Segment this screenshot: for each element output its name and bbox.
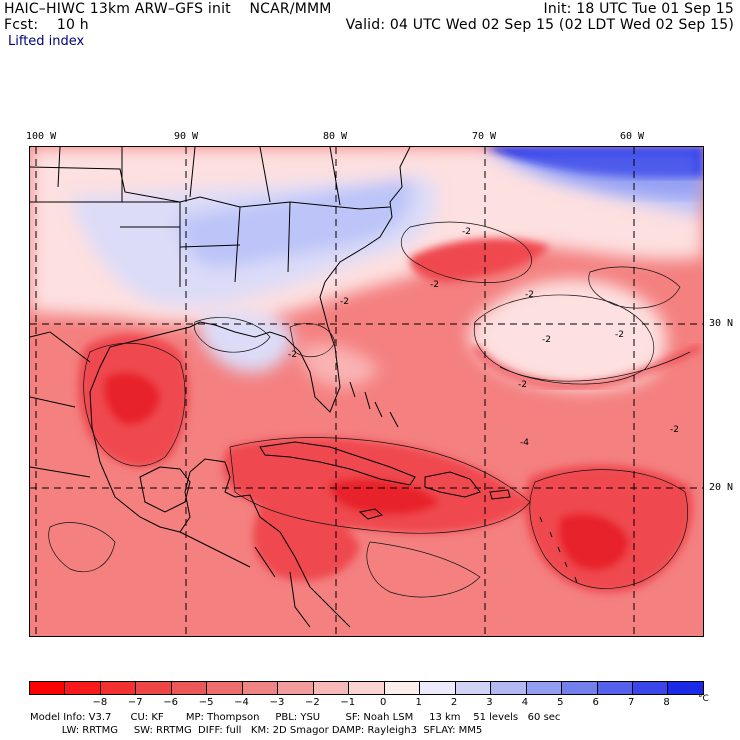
colorbar-tick-label: 5 xyxy=(557,697,564,708)
contour-line xyxy=(400,221,532,283)
colorbar-swatch xyxy=(349,682,385,694)
contour-label: -2 xyxy=(518,380,527,390)
contour-line xyxy=(529,469,688,589)
lon-label-80w: 80 W xyxy=(323,131,348,142)
field-deep-red-caribbean-core xyxy=(329,478,440,516)
colorbar-swatch xyxy=(207,682,243,694)
init-time: Init: 18 UTC Tue 01 Sep 15 xyxy=(543,1,734,17)
map-canvas: -2 -2 -2 -2 -2 -2 -2 -2 -2 -4 xyxy=(30,147,703,636)
colorbar-swatch xyxy=(384,682,421,694)
colorbar-tick-label: 6 xyxy=(592,697,599,708)
colorbar-swatch xyxy=(526,682,563,694)
country-border xyxy=(254,546,311,628)
colorbar-swatch xyxy=(136,682,172,694)
colorbar-swatch xyxy=(420,682,456,694)
field-pale-florida xyxy=(299,343,380,387)
contour-line xyxy=(499,351,691,382)
colorbar-swatch xyxy=(455,682,492,694)
colorbar-tick-label: 0 xyxy=(380,697,387,708)
forecast-hour: Fcst: 10 h xyxy=(4,17,89,33)
colorbar-tick-label: −3 xyxy=(269,697,285,708)
colorbar-tick-label: −7 xyxy=(127,697,143,708)
field-lavender-gulf-ne xyxy=(200,311,293,373)
contour-label: -2 xyxy=(542,335,551,345)
coastline xyxy=(89,147,411,628)
contour-line xyxy=(193,317,271,353)
coastline-jamaica xyxy=(358,508,384,520)
lifted-index-map: -2 -2 -2 -2 -2 -2 -2 -2 -2 -4 xyxy=(29,146,704,637)
contour-label: -2 xyxy=(430,280,439,290)
valid-time: Valid: 04 UTC Wed 02 Sep 15 (02 LDT Wed … xyxy=(345,17,734,33)
contour-label: -2 xyxy=(288,350,297,360)
contour-line xyxy=(366,541,481,598)
contour-line xyxy=(473,294,655,385)
coastline-bahamas xyxy=(349,381,399,428)
contour-label: -2 xyxy=(525,290,534,300)
colorbar-tick-label: −5 xyxy=(198,697,214,708)
state-border-line xyxy=(120,201,291,287)
lon-label-100w: 100 W xyxy=(26,131,57,142)
contour-label: -4 xyxy=(520,438,529,448)
colorbar-swatch xyxy=(100,682,137,694)
contour-line xyxy=(48,522,116,573)
lon-label-90w: 90 W xyxy=(174,131,199,142)
colorbar-swatch xyxy=(597,682,633,694)
contour-label: -2 xyxy=(670,425,679,435)
colorbar-swatch xyxy=(668,682,703,694)
model-info-line2: LW: RRTMG SW: RRTMG DIFF: full KM: 2D Sm… xyxy=(30,725,483,736)
colorbar-swatch xyxy=(491,682,527,694)
model-info-line1: Model Info: V3.7 CU: KF MP: Thompson PBL… xyxy=(30,712,561,723)
coastline-puerto-rico xyxy=(489,489,511,500)
colorbar-tick-label: 4 xyxy=(521,697,529,708)
field-pale-atlantic-swirl xyxy=(469,279,667,391)
contour-line xyxy=(83,342,186,467)
colorbar-tick-label: 3 xyxy=(486,697,493,708)
field-blue-corner-halo xyxy=(500,147,703,197)
colorbar-tick-label: 8 xyxy=(663,697,670,708)
colorbar-swatch xyxy=(65,682,101,694)
field-name: Lifted index xyxy=(8,34,85,49)
lon-label-60w: 60 W xyxy=(620,131,645,142)
colorbar-swatch xyxy=(278,682,314,694)
colorbar-tick-label: 1 xyxy=(415,697,422,708)
colorbar-tick-label: −4 xyxy=(234,697,249,708)
colorbar-swatch xyxy=(632,682,669,694)
colorbar-swatch xyxy=(313,682,350,694)
colorbar-tick-label: −6 xyxy=(163,697,179,708)
colorbar-swatch xyxy=(171,682,208,694)
contour-label: -2 xyxy=(462,227,471,237)
lat-label-30n: 30 N xyxy=(709,318,734,329)
coastline-antilles xyxy=(539,516,578,584)
state-border-line xyxy=(57,147,341,206)
lifted-index-colorbar xyxy=(29,681,704,695)
field-red-atlantic-band xyxy=(409,238,550,282)
field-deep-red-east-core xyxy=(558,513,630,571)
colorbar-swatch xyxy=(562,682,598,694)
coastline-cuba xyxy=(259,441,416,486)
colorbar-swatch xyxy=(30,682,66,694)
field-deep-red-gulf-core xyxy=(103,372,161,426)
colorbar-tick-label: −1 xyxy=(340,697,356,708)
lat-label-20n: 20 N xyxy=(709,482,734,493)
coastline-yucatan xyxy=(139,466,191,513)
colorbar-tick-label: 2 xyxy=(450,697,458,708)
colorbar-tick-label: −8 xyxy=(92,697,108,708)
colorbar-tick-label: 7 xyxy=(627,697,635,708)
lon-label-70w: 70 W xyxy=(472,131,497,142)
model-title: HAIC–HIWC 13km ARW–GFS init NCAR/MMM xyxy=(4,1,332,17)
contour-line xyxy=(588,266,681,309)
contour-label: -2 xyxy=(340,297,349,307)
colorbar-swatch xyxy=(242,682,279,694)
colorbar-unit: °C xyxy=(698,694,709,704)
colorbar-tick-label: −2 xyxy=(304,697,320,708)
country-border xyxy=(30,331,251,568)
contour-label: -2 xyxy=(615,330,624,340)
